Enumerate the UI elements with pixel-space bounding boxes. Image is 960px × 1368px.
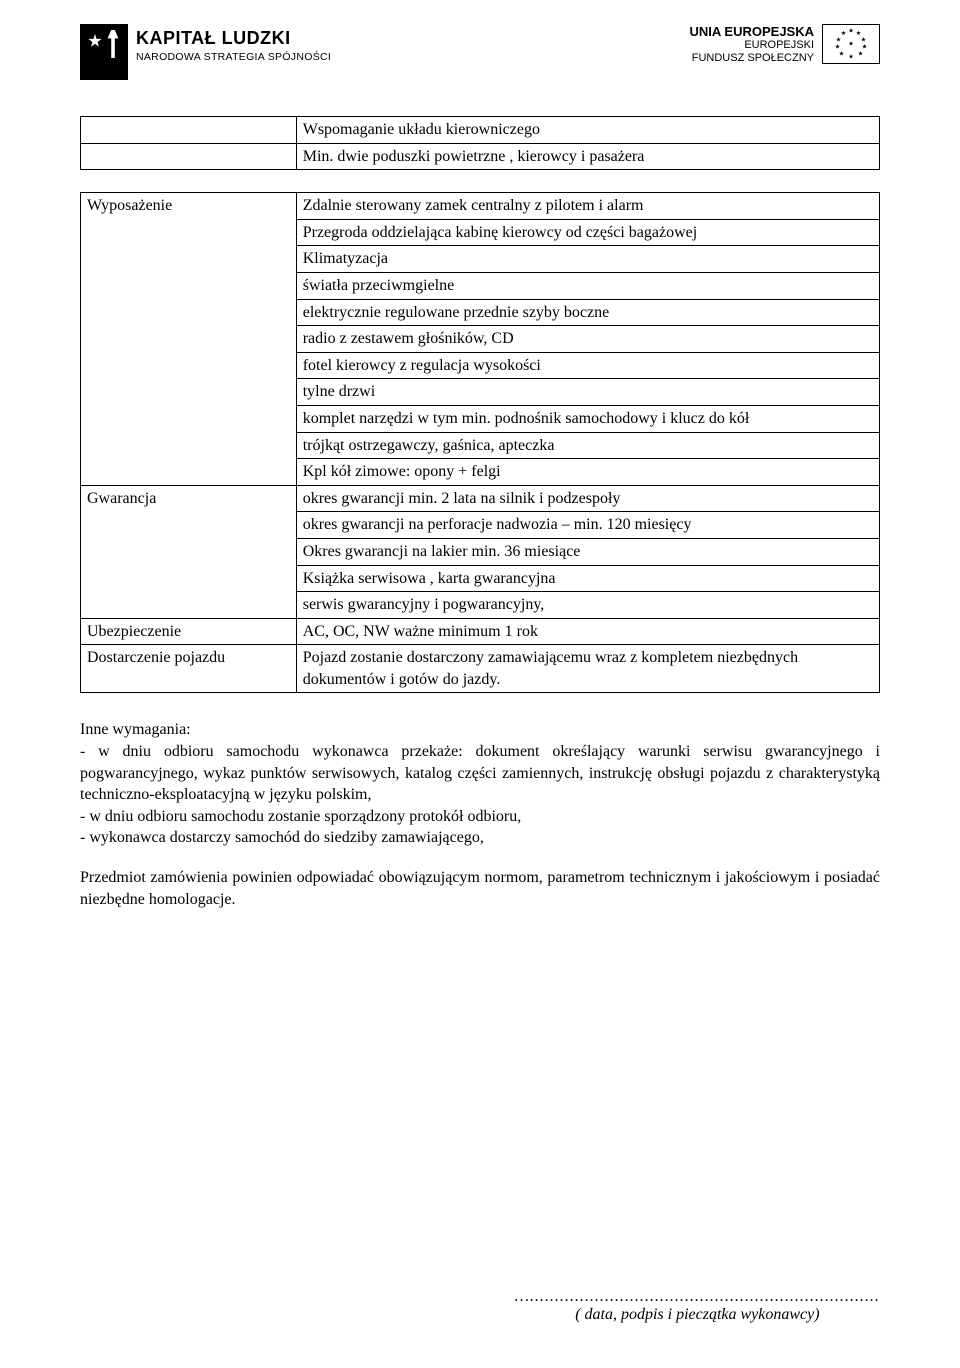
table-row: Min. dwie poduszki powietrzne , kierowcy…	[81, 143, 880, 170]
cell-value: Pojazd zostanie dostarczony zamawiającem…	[296, 645, 879, 693]
cell-value: Książka serwisowa , karta gwarancyjna	[296, 565, 879, 592]
eu-flag-icon	[822, 24, 880, 64]
table-row: Dostarczenie pojazdu Pojazd zostanie dos…	[81, 645, 880, 693]
cell-value: Okres gwarancji na lakier min. 36 miesią…	[296, 538, 879, 565]
table-row: Wyposażenie Zdalnie sterowany zamek cent…	[81, 193, 880, 220]
label-wyposazenie: Wyposażenie	[81, 193, 297, 486]
cell-value: fotel kierowcy z regulacja wysokości	[296, 352, 879, 379]
page-header: KAPITAŁ LUDZKI NARODOWA STRATEGIA SPÓJNO…	[80, 24, 880, 96]
signature-line: ….......................................…	[515, 1288, 880, 1306]
signature-block: ….......................................…	[515, 1288, 880, 1324]
logo-left: KAPITAŁ LUDZKI NARODOWA STRATEGIA SPÓJNO…	[80, 24, 331, 80]
cell-value: Kpl kół zimowe: opony + felgi	[296, 459, 879, 486]
empty-cell	[81, 117, 297, 144]
logo-right-text: UNIA EUROPEJSKA EUROPEJSKI FUNDUSZ SPOŁE…	[690, 24, 814, 65]
cell-value: AC, OC, NW ważne minimum 1 rok	[296, 618, 879, 645]
cell-value: serwis gwarancyjny i pogwarancyjny,	[296, 592, 879, 619]
logo-left-subtitle: NARODOWA STRATEGIA SPÓJNOŚCI	[136, 51, 331, 63]
label-dostarczenie: Dostarczenie pojazdu	[81, 645, 297, 693]
requirements-paragraph: Inne wymagania: - w dniu odbioru samocho…	[80, 719, 880, 849]
top-table: Wspomaganie układu kierowniczego Min. dw…	[80, 116, 880, 170]
cell-value: elektrycznie regulowane przednie szyby b…	[296, 299, 879, 326]
logo-right-title: UNIA EUROPEJSKA	[690, 24, 814, 39]
spec-table: Wyposażenie Zdalnie sterowany zamek cent…	[80, 192, 880, 693]
cell-value: okres gwarancji na perforacje nadwozia –…	[296, 512, 879, 539]
table-row: Ubezpieczenie AC, OC, NW ważne minimum 1…	[81, 618, 880, 645]
cell-value: radio z zestawem głośników, CD	[296, 326, 879, 353]
compliance-paragraph: Przedmiot zamówienia powinien odpowiadać…	[80, 867, 880, 910]
logo-right-sub2: FUNDUSZ SPOŁECZNY	[690, 52, 814, 65]
cell-value: okres gwarancji min. 2 lata na silnik i …	[296, 485, 879, 512]
label-ubezpieczenie: Ubezpieczenie	[81, 618, 297, 645]
cell-value: Klimatyzacja	[296, 246, 879, 273]
empty-cell	[81, 143, 297, 170]
cell-value: Min. dwie poduszki powietrzne , kierowcy…	[296, 143, 879, 170]
cell-value: komplet narzędzi w tym min. podnośnik sa…	[296, 405, 879, 432]
cell-value: tylne drzwi	[296, 379, 879, 406]
label-gwarancja: Gwarancja	[81, 485, 297, 618]
logo-left-text: KAPITAŁ LUDZKI NARODOWA STRATEGIA SPÓJNO…	[136, 28, 331, 63]
cell-value: Wspomaganie układu kierowniczego	[296, 117, 879, 144]
table-row: Gwarancja okres gwarancji min. 2 lata na…	[81, 485, 880, 512]
cell-value: światła przeciwmgielne	[296, 272, 879, 299]
logo-right: UNIA EUROPEJSKA EUROPEJSKI FUNDUSZ SPOŁE…	[690, 24, 880, 65]
logo-left-title: KAPITAŁ LUDZKI	[136, 28, 331, 49]
cell-value: trójkąt ostrzegawczy, gaśnica, apteczka	[296, 432, 879, 459]
cell-value: Przegroda oddzielająca kabinę kierowcy o…	[296, 219, 879, 246]
cell-value: Zdalnie sterowany zamek centralny z pilo…	[296, 193, 879, 220]
logo-right-sub1: EUROPEJSKI	[690, 39, 814, 52]
signature-label: ( data, podpis i pieczątka wykonawcy)	[515, 1306, 880, 1324]
kapital-ludzki-icon	[80, 24, 128, 80]
table-row: Wspomaganie układu kierowniczego	[81, 117, 880, 144]
